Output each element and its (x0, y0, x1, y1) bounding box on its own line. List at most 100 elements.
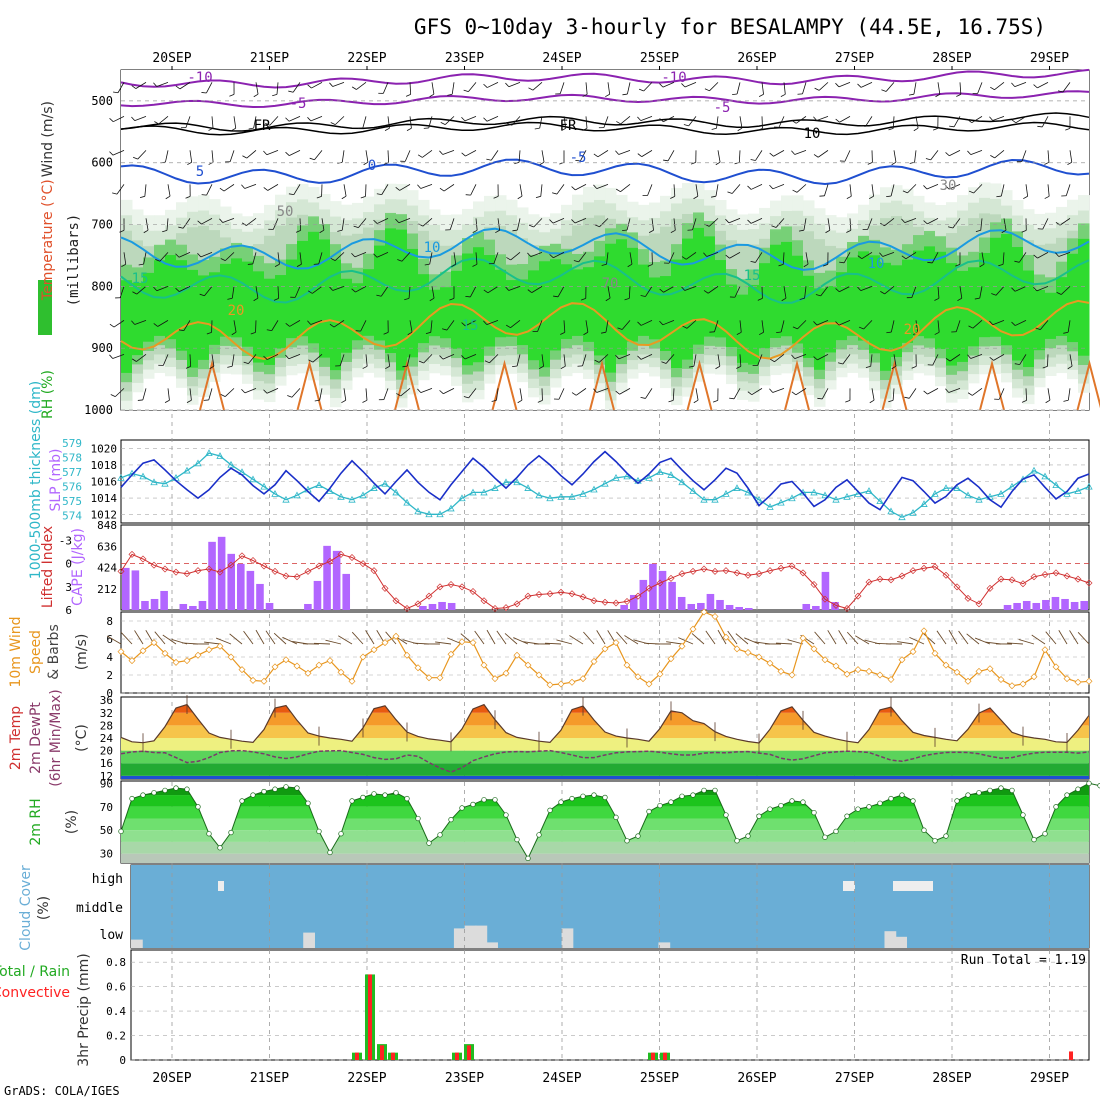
wind-barb (930, 150, 939, 161)
wind-barb (582, 354, 587, 366)
run-total: Run Total = 1.19 (961, 953, 1086, 968)
temp-tick-28: 28 (100, 719, 113, 732)
wind10-point (293, 662, 301, 670)
wind10-barb (243, 630, 254, 645)
contour-label: 20 (904, 322, 921, 338)
wind-barb-flag (132, 291, 138, 295)
li-point (623, 598, 631, 605)
cloud-low-bar (884, 931, 897, 948)
wind10-point (832, 662, 840, 670)
wind10-barb (513, 637, 529, 645)
rh-point (448, 817, 454, 823)
wind-barb-flag (187, 161, 192, 166)
wind-barb (598, 354, 609, 363)
cape-bar (141, 600, 149, 610)
date-top-20SEP: 20SEP (152, 51, 191, 66)
wind-barb (739, 320, 742, 333)
wind-barb-flag (229, 93, 235, 97)
rh-shade-cell (704, 236, 716, 337)
wind-barb-flag (341, 195, 347, 200)
rh-point (118, 828, 124, 835)
wind-barb-flag (429, 297, 435, 302)
wind-barb (717, 150, 721, 163)
wind-barb-flag (178, 329, 184, 332)
wind-barb (470, 184, 477, 196)
wind10-barb (897, 641, 914, 645)
precip-panel: 0.80.60.40.20 (106, 956, 1089, 1067)
contour-fr-b (120, 121, 1090, 136)
wind-barb (248, 354, 257, 364)
wind-barb-flag (769, 152, 774, 157)
li-point (469, 587, 477, 595)
wind10-point (898, 656, 906, 664)
wind-barb-flag (219, 187, 225, 192)
rh-shade-cell (748, 284, 760, 365)
rh-shade-cell (1078, 238, 1090, 356)
wind-barb-flag (814, 87, 820, 91)
wind-barb-flag (537, 399, 543, 403)
li-point (931, 563, 939, 571)
rh-point (723, 812, 729, 818)
cape-bar (668, 581, 676, 610)
cape-bar (1013, 602, 1021, 610)
wind-barb (222, 217, 235, 223)
temp-band (121, 712, 1089, 726)
rh-point (558, 799, 564, 805)
slp-tick-1018: 1018 (91, 459, 118, 472)
wind-barb-flag (857, 286, 862, 291)
wind-barb-flag (527, 252, 532, 257)
wind-barb-flag (615, 390, 620, 395)
thickness-point (1030, 466, 1038, 474)
wind-barb (335, 116, 345, 125)
wind-barb-flag (1063, 331, 1069, 334)
wind-barb (596, 387, 609, 393)
wind-barb-flag (486, 158, 492, 161)
wind10-barb (282, 636, 298, 645)
wind-barb-flag (835, 288, 840, 293)
contour-label: 10 (804, 126, 821, 142)
wind-barb-flag (901, 218, 906, 223)
surface-contour (296, 359, 323, 411)
wind-barb (556, 184, 565, 195)
wind-barb-flag (967, 150, 972, 155)
cape-bar (812, 605, 820, 610)
wind-barb (206, 184, 213, 196)
wind-barb-flag (1037, 125, 1043, 128)
contour-label: 50 (277, 204, 294, 220)
wind-barb (794, 353, 807, 359)
wind-barb-flag (880, 291, 885, 295)
wind-barb (470, 286, 477, 298)
wind10-point (931, 649, 939, 657)
wind10-point (282, 656, 290, 664)
wind-barb (992, 115, 1005, 121)
precip-tick-0.4: 0.4 (106, 1005, 126, 1018)
li-point (876, 575, 884, 583)
wind-barb (136, 286, 147, 295)
rh-shade-cell (253, 271, 265, 363)
cape-bar (208, 541, 216, 610)
wind-barb-flag (266, 329, 272, 332)
wind-barb-flag (417, 184, 422, 189)
wind-barb-flag (439, 150, 444, 155)
wind-barb (420, 387, 433, 394)
wind-barb-flag (404, 297, 410, 301)
li-point (381, 584, 389, 592)
rh-point (404, 795, 410, 802)
temp-fill (121, 704, 1089, 779)
rh-shade-cell (869, 255, 881, 354)
wind-barb-flag (440, 122, 446, 125)
wind-barb (662, 319, 675, 326)
rh-point (459, 805, 465, 811)
wind-barb (299, 252, 302, 265)
wind-barb (618, 353, 631, 360)
wind-barb-flag (162, 229, 168, 233)
thk-tick-577: 577 (62, 466, 82, 479)
wind-barb (431, 82, 435, 95)
wind-barb-flag (1021, 399, 1027, 403)
rh-point (184, 786, 190, 792)
wind-barb-flag (637, 153, 643, 157)
wind-barb-flag (715, 365, 721, 370)
wind-barb-flag (750, 159, 756, 161)
wind-barb-flag (681, 256, 687, 260)
wind-barb-flag (911, 365, 917, 369)
